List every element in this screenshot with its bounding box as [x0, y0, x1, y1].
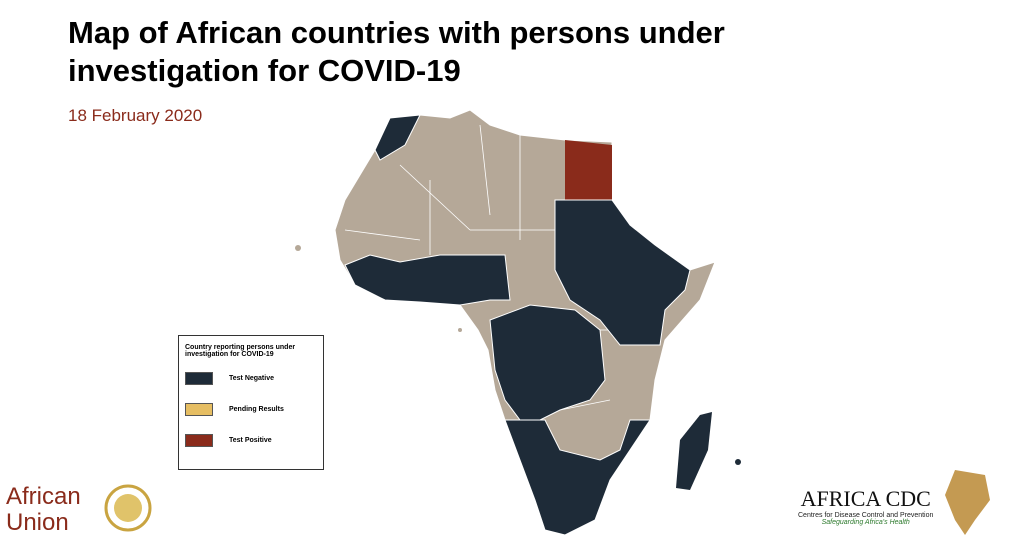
cdc-logo: AFRICA CDC Centres for Disease Control a…	[798, 486, 933, 526]
legend-label: Pending Results	[229, 406, 284, 413]
title: Map of African countries with persons un…	[68, 15, 725, 88]
legend-item: Test Negative	[185, 372, 317, 385]
madagascar	[676, 412, 712, 490]
legend-swatch	[185, 403, 213, 416]
island	[735, 459, 741, 465]
east-africa	[554, 199, 691, 346]
legend-swatch	[185, 372, 213, 385]
au-logo: African Union	[6, 484, 81, 536]
morocco	[374, 114, 421, 161]
island	[458, 328, 462, 332]
cdc-sub: Centres for Disease Control and Preventi…	[798, 512, 934, 519]
cdc-tag: Safeguarding Africa's Health	[821, 519, 910, 526]
central-africa	[489, 304, 606, 421]
date: 18 February 2020	[68, 106, 203, 125]
legend-item: Pending Results	[185, 403, 317, 416]
cdc-emblem	[945, 470, 990, 535]
legend-swatch	[185, 434, 213, 447]
legend: Country reporting persons under investig…	[178, 335, 324, 470]
legend-item: Test Positive	[185, 434, 317, 447]
au-text: Union	[6, 509, 69, 536]
au-text: African	[6, 483, 81, 510]
island	[295, 245, 301, 251]
egypt	[565, 140, 612, 200]
legend-label: Test Negative	[229, 375, 274, 382]
cdc-name: AFRICA CDC	[800, 486, 931, 511]
au-emblem	[104, 484, 152, 532]
legend-label: Test Positive	[229, 437, 272, 444]
southern-africa	[504, 419, 651, 536]
west-africa	[344, 254, 511, 306]
legend-title: Country reporting persons under investig…	[185, 344, 296, 358]
